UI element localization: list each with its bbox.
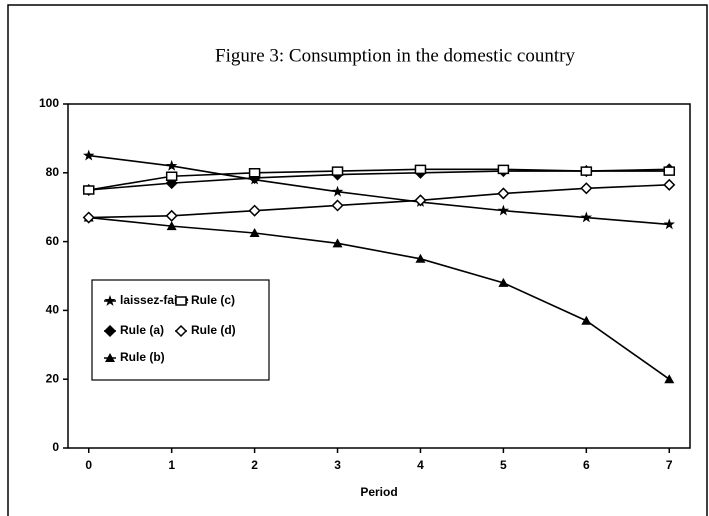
marker xyxy=(165,209,178,222)
x-tick-label: 2 xyxy=(251,458,258,472)
y-tick-label: 80 xyxy=(46,165,60,179)
x-tick-label: 1 xyxy=(168,458,175,472)
marker xyxy=(165,159,178,171)
marker xyxy=(249,228,260,237)
x-axis-label: Period xyxy=(360,485,397,499)
marker xyxy=(331,166,344,176)
y-tick-label: 40 xyxy=(46,303,60,317)
marker xyxy=(104,295,116,306)
marker xyxy=(174,324,188,338)
marker xyxy=(83,149,95,161)
marker xyxy=(498,277,509,287)
marker xyxy=(331,185,344,197)
legend-label: Rule (c) xyxy=(191,293,235,307)
x-tick-label: 3 xyxy=(334,458,341,472)
marker xyxy=(166,221,177,231)
marker xyxy=(165,171,178,181)
y-tick-label: 60 xyxy=(46,234,60,248)
marker xyxy=(663,166,676,176)
frame xyxy=(7,4,708,516)
marker xyxy=(415,253,426,263)
marker xyxy=(175,296,187,306)
marker xyxy=(663,178,676,191)
marker xyxy=(82,211,95,224)
y-tick-label: 100 xyxy=(39,96,59,110)
marker xyxy=(414,164,427,175)
marker xyxy=(663,218,675,230)
series-line xyxy=(88,216,670,380)
marker xyxy=(103,324,117,338)
marker xyxy=(414,194,427,207)
marker xyxy=(497,204,510,216)
chart-title: Figure 3: Consumption in the domestic co… xyxy=(215,45,575,66)
marker xyxy=(331,199,344,212)
series-line xyxy=(88,168,670,191)
series-line xyxy=(88,154,670,226)
marker xyxy=(581,315,592,325)
series-line xyxy=(88,184,670,219)
legend-label: Rule (a) xyxy=(120,323,164,337)
marker xyxy=(332,238,343,248)
marker xyxy=(82,185,95,195)
marker xyxy=(580,166,593,176)
marker xyxy=(580,211,593,223)
legend-label: laissez-faire xyxy=(120,293,189,307)
marker xyxy=(580,182,593,195)
x-tick-label: 6 xyxy=(583,458,590,472)
plot-area xyxy=(67,103,691,449)
y-tick-label: 0 xyxy=(52,440,59,454)
y-tick-label: 20 xyxy=(46,371,60,385)
x-tick-label: 5 xyxy=(500,458,507,472)
marker xyxy=(248,204,261,217)
marker xyxy=(664,374,675,384)
marker xyxy=(105,353,115,362)
x-tick-label: 4 xyxy=(417,458,424,472)
legend-label: Rule (b) xyxy=(120,350,165,364)
marker xyxy=(248,168,261,178)
x-tick-label: 7 xyxy=(666,458,673,472)
marker xyxy=(497,187,510,200)
x-tick-label: 0 xyxy=(85,458,92,472)
marker xyxy=(497,164,510,175)
legend-label: Rule (d) xyxy=(191,323,236,337)
